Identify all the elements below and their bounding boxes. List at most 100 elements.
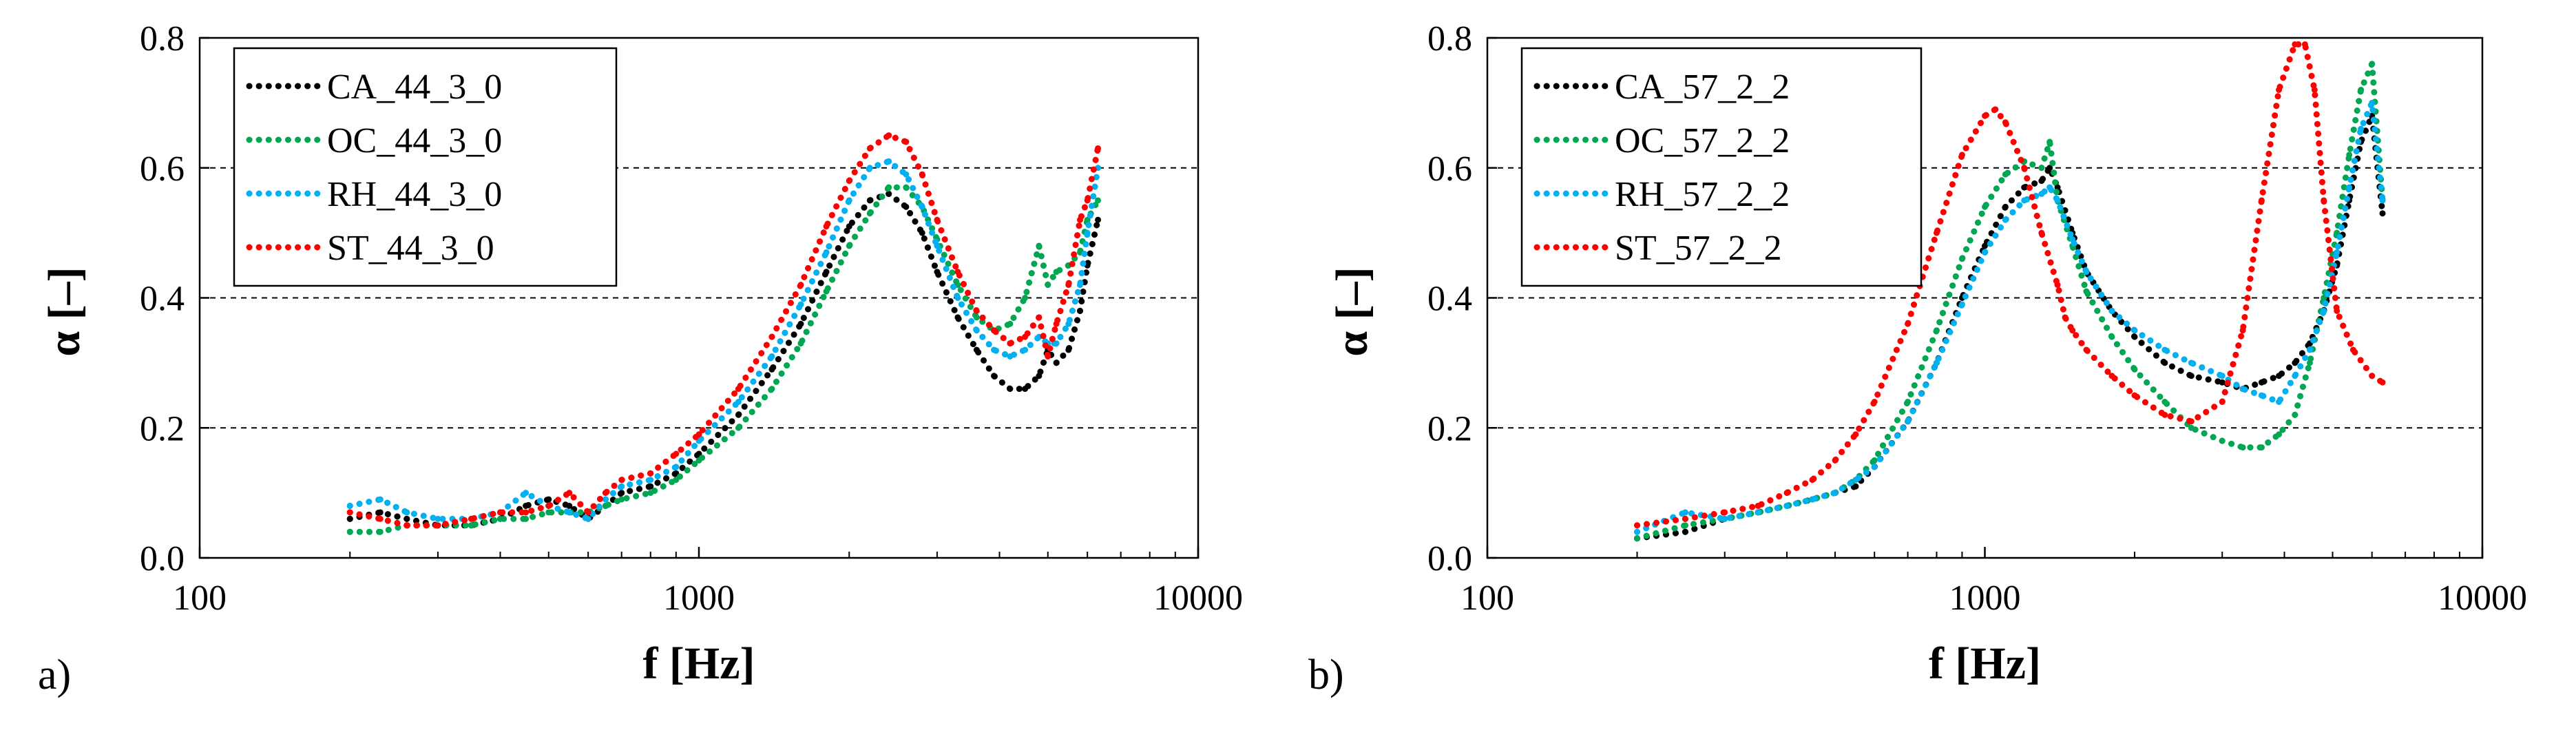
data-point	[1933, 360, 1940, 366]
data-point	[886, 132, 892, 139]
data-point	[602, 496, 609, 503]
data-point	[1076, 307, 1083, 314]
data-point	[1036, 242, 1043, 249]
data-point	[2334, 249, 2341, 256]
data-point	[823, 288, 830, 295]
data-point	[2276, 87, 2283, 93]
data-point	[1982, 203, 1988, 210]
data-point	[2276, 373, 2283, 379]
data-point	[797, 340, 804, 347]
data-point	[991, 373, 998, 379]
data-point	[2301, 41, 2308, 48]
data-point	[404, 515, 410, 522]
data-point	[2358, 125, 2365, 132]
legend-entry: CA_44_3_0	[327, 67, 502, 107]
legend-entry: ST_57_2_2	[1615, 229, 1782, 268]
data-point	[523, 509, 530, 516]
data-point	[2002, 171, 2009, 178]
data-point	[695, 431, 702, 438]
data-point	[954, 269, 961, 275]
data-point	[2046, 184, 2053, 191]
data-point	[1065, 320, 1072, 327]
data-point	[973, 314, 980, 321]
data-point	[2292, 360, 2298, 366]
data-point	[1832, 490, 1839, 497]
data-point	[1053, 360, 1060, 366]
data-point	[2131, 366, 2138, 373]
data-point	[1958, 301, 1965, 308]
y-tick-label: 0.4	[1427, 280, 1472, 319]
legend-entry: OC_44_3_0	[327, 121, 502, 160]
data-point	[2369, 99, 2376, 106]
data-point	[1871, 457, 1878, 464]
data-point	[886, 184, 892, 191]
data-point	[991, 346, 998, 353]
data-point	[2002, 203, 2009, 210]
data-point	[1633, 522, 1640, 529]
data-point	[2131, 392, 2138, 399]
data-point	[2046, 138, 2053, 145]
legend: CA_44_3_0 OC_44_3_0 RH_44_3_0 ST_44_3_0	[233, 47, 618, 287]
data-point	[1982, 249, 1988, 256]
data-point	[1076, 282, 1083, 289]
data-point	[1036, 373, 1043, 379]
data-point	[2292, 373, 2298, 379]
data-point	[2258, 197, 2265, 204]
data-point	[1933, 327, 1940, 334]
data-point	[2083, 346, 2090, 353]
data-point	[2161, 399, 2168, 405]
data-point	[2021, 165, 2028, 171]
x-tick-label: 1000	[663, 579, 735, 618]
data-point	[919, 229, 925, 236]
legend: CA_57_2_2 OC_57_2_2 RH_57_2_2 ST_57_2_2	[1520, 47, 1923, 287]
data-point	[618, 490, 625, 497]
data-point	[2276, 431, 2283, 438]
data-point	[1871, 464, 1878, 470]
data-point	[934, 242, 941, 249]
data-point	[934, 269, 941, 275]
data-point	[2038, 229, 2045, 236]
data-point	[2108, 333, 2115, 340]
data-point	[404, 522, 410, 529]
data-point	[523, 490, 530, 497]
data-point	[647, 483, 654, 490]
y-tick-label: 0.6	[1427, 149, 1472, 189]
data-point	[1682, 509, 1689, 516]
data-point	[954, 314, 961, 321]
data-point	[566, 490, 573, 497]
data-point	[1007, 386, 1014, 393]
data-point	[618, 477, 625, 483]
data-point	[2083, 269, 2090, 275]
data-point	[973, 327, 980, 334]
data-point	[1095, 197, 1102, 204]
data-point	[1022, 346, 1029, 353]
data-point	[2188, 418, 2195, 425]
x-tick-label: 100	[1460, 579, 1514, 618]
data-point	[377, 509, 384, 516]
data-point	[2321, 295, 2327, 301]
data-point	[673, 477, 680, 483]
data-point	[846, 197, 852, 204]
data-point	[866, 210, 873, 217]
data-point	[1053, 340, 1060, 347]
data-point	[434, 515, 441, 522]
data-point	[768, 366, 775, 373]
data-point	[866, 145, 873, 152]
data-point	[2069, 327, 2076, 334]
data-point	[2161, 346, 2168, 353]
data-point	[377, 496, 384, 503]
data-point	[903, 171, 910, 178]
data-point	[768, 386, 775, 393]
data-point	[2239, 327, 2246, 334]
data-point	[903, 184, 910, 191]
data-point	[2188, 424, 2195, 431]
data-point	[1076, 216, 1083, 223]
data-point	[1633, 528, 1640, 535]
data-point	[468, 522, 474, 529]
panel-label: a)	[38, 652, 71, 698]
panel-b: 0.0 0.2 0.4 0.6 0.8 100 1000 10000 f [Hz] α [–] b)…	[1308, 19, 2527, 698]
data-point	[602, 490, 609, 497]
data-point	[1022, 333, 1029, 340]
data-point	[2046, 165, 2053, 171]
data-point	[1053, 320, 1060, 327]
